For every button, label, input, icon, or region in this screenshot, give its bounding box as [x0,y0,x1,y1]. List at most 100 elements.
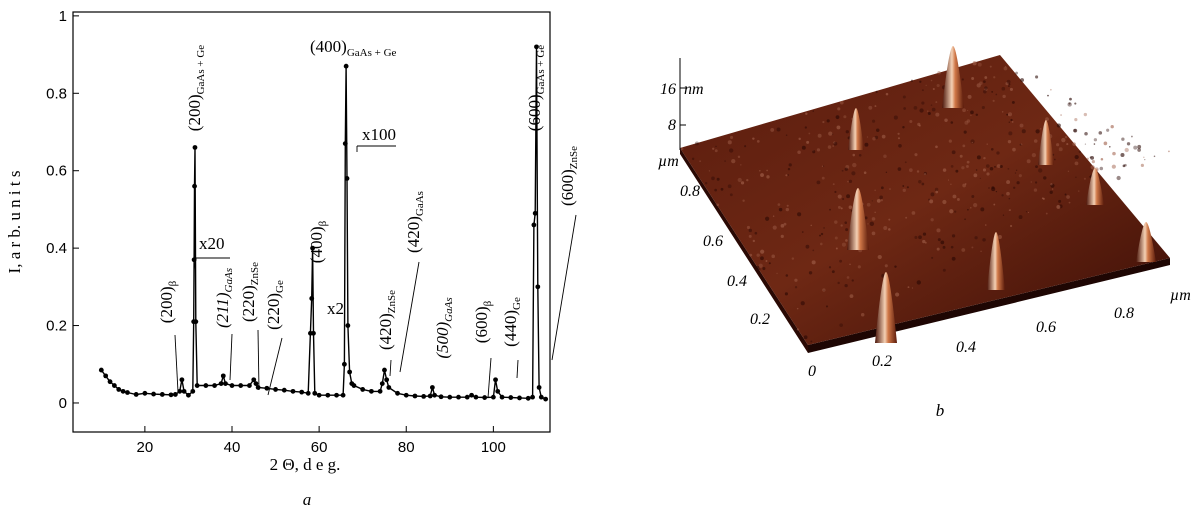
y-tick-label: 0 [59,395,67,412]
speckle [955,169,959,173]
speckle [944,118,948,122]
speckle [950,183,952,185]
speckle [988,187,990,189]
speckle [916,170,920,173]
speckle [881,134,886,139]
speckle [848,179,853,184]
data-point [334,392,339,398]
texture [680,61,1170,343]
data-point [107,379,113,385]
speckle [1002,94,1006,99]
speckle [1011,120,1014,123]
speckle [716,203,720,207]
speckle [846,276,850,279]
data-point [299,389,305,395]
speckle [927,110,929,112]
annotation-text: (440) [501,310,520,347]
speckle [967,208,969,211]
speckle [844,167,848,171]
speckle [894,265,897,268]
afm-peak [1086,168,1104,205]
speckle [851,171,856,176]
speckle [715,145,717,148]
speckle [1091,160,1095,164]
speckle [828,266,832,269]
speckle [883,226,888,231]
leader-line [516,359,519,379]
annotation: (200)GaAs + Ge [185,45,207,132]
speckle [918,179,922,184]
speckle [834,236,838,240]
y-tick-label: 0.6 [46,163,67,180]
speckle [839,323,844,328]
speckle [794,278,798,282]
speckle [821,165,824,168]
annotation-text: (600) [558,169,577,206]
speckle [1056,123,1061,128]
speckle [932,87,935,91]
speckle [956,198,960,201]
data-point [190,388,196,394]
speckle [948,139,952,143]
speckle [822,288,826,292]
speckle [1064,135,1068,139]
speckle [1086,157,1089,160]
afm-peak [1038,120,1054,165]
plot-frame [72,11,551,433]
speckle [1066,195,1070,199]
speckle [806,140,810,144]
speckle [914,235,918,239]
speckle [902,125,905,129]
speckle [970,139,975,144]
speckle [931,256,934,259]
speckle [936,228,941,233]
data-point [251,377,257,383]
speckle [844,283,848,288]
speckle [828,131,833,136]
x-tick-label: 60 [311,439,328,456]
speckle [884,264,888,268]
speckle [758,268,761,271]
speckle [990,147,994,151]
speckle [766,175,770,179]
speckle [778,207,783,212]
x-tick-label: 100 [481,439,506,456]
speckle [940,240,945,245]
speckle [950,165,954,168]
y-tick-label: 0.6 [703,233,723,250]
speckle [760,256,764,261]
data-point [482,395,488,400]
speckle [967,109,969,112]
data-point [538,394,544,400]
speckle [1074,102,1077,105]
data-point [312,390,318,396]
speckle [937,71,941,75]
data-point [220,373,226,379]
speckle [918,235,922,240]
speckle [1007,112,1013,117]
speckle [924,241,927,244]
speckle [961,78,964,81]
speckle [897,167,902,171]
data-point [351,383,357,388]
speckle [983,80,986,84]
speckle [1088,176,1091,178]
speckle [837,205,841,209]
data-point [536,385,542,390]
z-tick-label: 16 [660,81,676,98]
speckle [919,108,924,113]
speckle [844,221,848,224]
speckle [966,119,971,123]
speckle [834,190,837,194]
speckle [874,211,876,214]
speckle [976,155,981,160]
data-point [464,394,470,400]
speckle [895,292,900,297]
speckle [837,194,842,199]
speckle [1093,138,1098,142]
data-point [212,383,217,388]
data-point [255,385,261,390]
speckle [1013,186,1016,189]
annotation: x100 [362,125,396,144]
peaks [847,46,1156,343]
